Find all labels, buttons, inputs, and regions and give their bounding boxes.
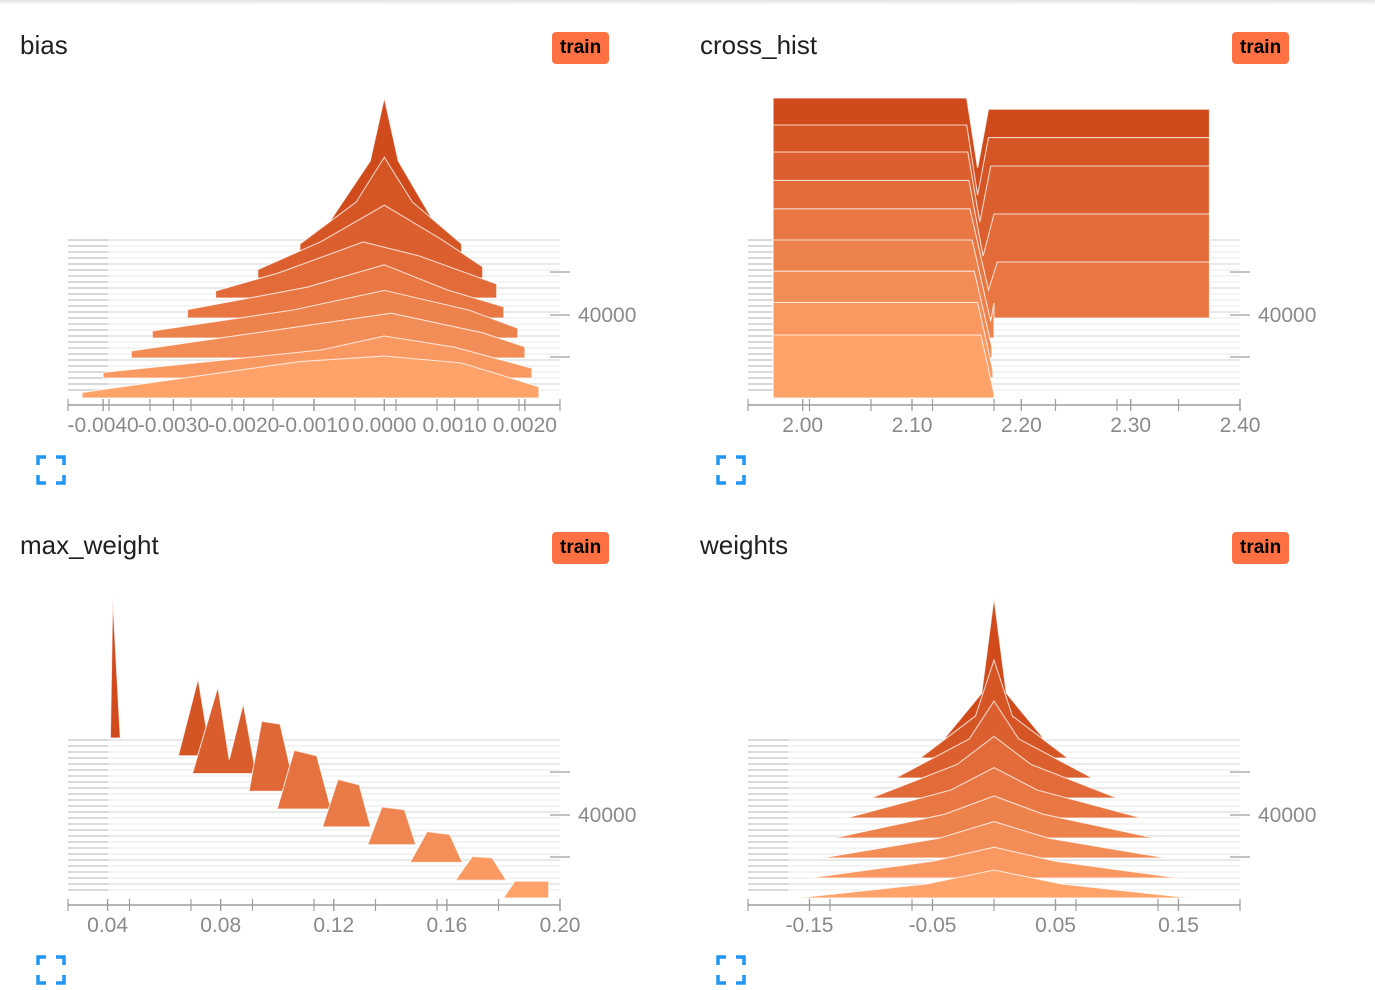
histogram-series-6	[821, 821, 1167, 859]
histogram-series-1	[177, 678, 212, 757]
card-title: weights	[700, 530, 789, 560]
histogram-series-3	[248, 720, 297, 792]
histogram-series-8	[772, 334, 995, 399]
histogram-chart: 2.00 2.10 2.20 2.30 2.40 40000	[747, 97, 1316, 437]
histogram-series-7	[809, 846, 1179, 879]
histogram-series-4	[276, 749, 332, 810]
x-tick-label: -0.05	[909, 914, 957, 937]
x-tick-label: -0.0010	[278, 414, 349, 437]
histogram-series-8	[797, 869, 1191, 899]
run-badge: train	[552, 32, 610, 64]
histogram-card-bias: bias train -0.0040 -0.0030 -0.0020 -0.0010 0…	[0, 0, 640, 490]
y-tick-label: 40000	[1258, 304, 1316, 327]
histogram-series-8	[81, 355, 540, 399]
x-tick-label: 0.0020	[493, 414, 557, 437]
x-tick-label: 0.04	[87, 914, 128, 937]
x-tick-label: 0.0010	[422, 414, 486, 437]
x-tick-label: -0.0020	[208, 414, 279, 437]
x-tick-label: 2.00	[782, 414, 823, 437]
x-tick-label: -0.15	[786, 914, 834, 937]
x-tick-label: -0.0030	[138, 414, 209, 437]
x-tick-label: 0.20	[540, 914, 581, 937]
expand-icon[interactable]	[716, 455, 746, 485]
x-tick-label: 2.10	[892, 414, 933, 437]
histogram-chart: -0.0040 -0.0030 -0.0020 -0.0010 0.0000 0.0010…	[67, 97, 636, 437]
x-tick-label: -0.0040	[68, 414, 139, 437]
histogram-series-4	[846, 766, 1142, 819]
run-badge: train	[1232, 532, 1290, 564]
histogram-series-5	[833, 795, 1155, 839]
histogram-chart: -0.15 -0.05 0.05 0.15 40000	[747, 597, 1316, 937]
card-title: max_weight	[20, 530, 159, 560]
x-tick-label: 0.08	[200, 914, 241, 937]
y-tick-label: 40000	[578, 804, 636, 827]
card-title: cross_hist	[700, 30, 818, 60]
x-tick-label: 0.05	[1035, 914, 1076, 937]
top-shadow-bar	[0, 0, 1375, 4]
histogram-series-8	[454, 855, 508, 881]
y-tick-label: 40000	[578, 304, 636, 327]
histogram-card-cross-hist: cross_hist train 2.00 2.10 2.20 2.30 2.40 400…	[680, 0, 1320, 490]
run-badge: train	[1232, 32, 1290, 64]
histogram-series-6	[366, 806, 417, 846]
card-title: bias	[20, 30, 68, 60]
expand-icon[interactable]	[36, 455, 66, 485]
x-tick-label: 2.40	[1220, 414, 1261, 437]
histogram-series-9	[502, 880, 550, 899]
histogram-series-2	[191, 686, 257, 775]
histogram-card-weights: weights train -0.15 -0.05 0.05 0.15 40000	[680, 500, 1320, 990]
histogram-series-5	[321, 778, 372, 828]
run-badge: train	[552, 532, 610, 564]
x-tick-label: 2.20	[1001, 414, 1042, 437]
expand-icon[interactable]	[36, 955, 66, 985]
histogram-card-max-weight: max_weight train 0.04 0.08 0.12 0.16 0.20 400…	[0, 500, 640, 990]
histogram-chart: 0.04 0.08 0.12 0.16 0.20 40000	[67, 597, 636, 937]
histogram-series-7	[409, 831, 464, 863]
x-tick-label: 0.16	[426, 914, 467, 937]
x-tick-label: 0.15	[1158, 914, 1199, 937]
expand-icon[interactable]	[716, 955, 746, 985]
x-tick-label: 2.30	[1110, 414, 1151, 437]
y-tick-label: 40000	[1258, 804, 1316, 827]
x-tick-label: 0.0000	[352, 414, 416, 437]
histogram-series-0	[109, 597, 121, 739]
x-tick-label: 0.12	[313, 914, 354, 937]
